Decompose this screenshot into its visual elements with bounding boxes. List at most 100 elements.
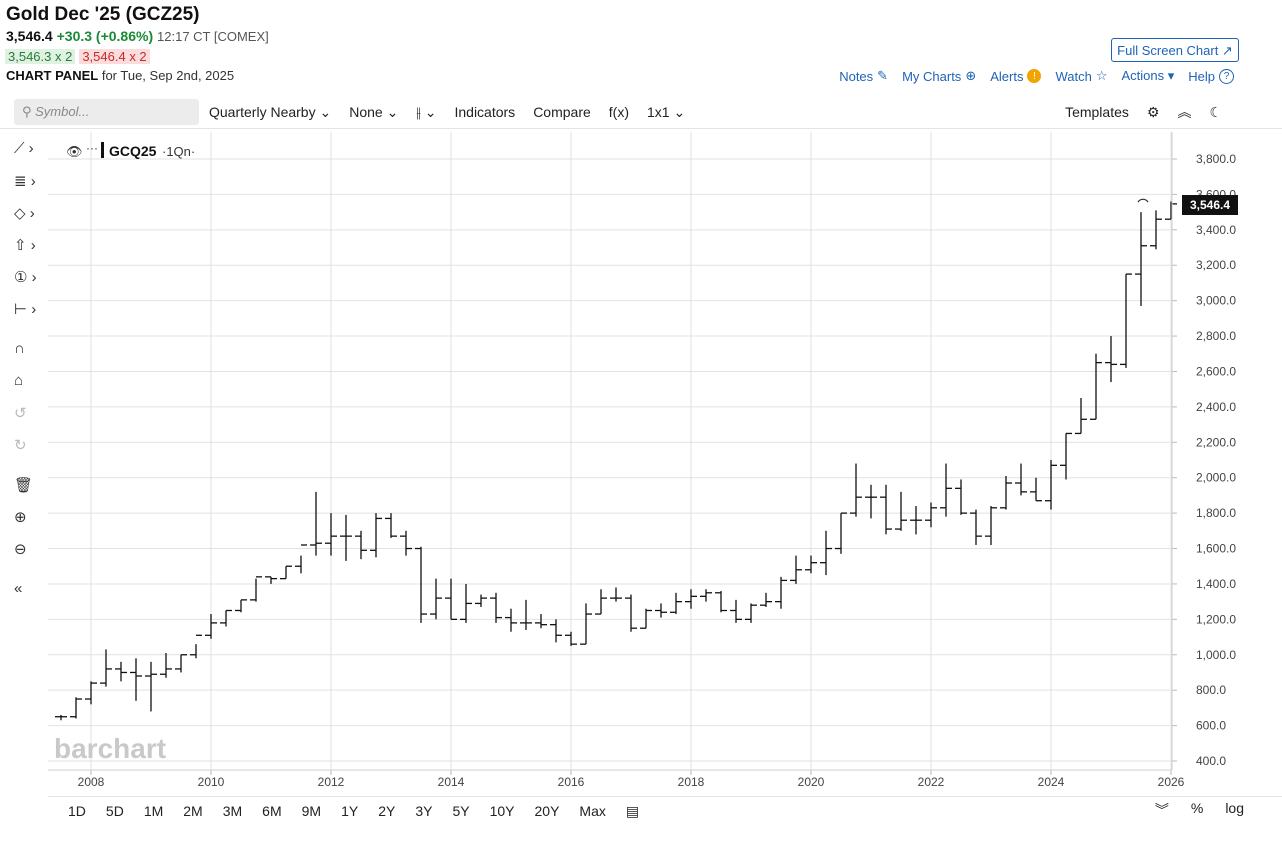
- ohlc-bar: [1075, 398, 1087, 435]
- chart-grid: [48, 132, 1172, 770]
- ohlc-bar: [670, 592, 682, 615]
- fibonacci-tool-icon[interactable]: ≣ ›: [14, 173, 36, 190]
- overlay-dropdown[interactable]: None ⌄: [349, 103, 399, 120]
- calendar-icon[interactable]: ▤: [625, 802, 640, 819]
- ohlc-bars-icon: ⫲: [416, 103, 425, 120]
- y-tick-label: 800.0: [1196, 683, 1226, 697]
- ohlc-bar: [865, 484, 877, 519]
- ohlc-bar: [70, 697, 82, 719]
- ohlc-bar: [715, 591, 727, 613]
- collapse-down-icon[interactable]: ︾: [1154, 802, 1169, 818]
- ohlc-bar: [580, 603, 592, 645]
- range-button-10y[interactable]: 10Y: [489, 803, 515, 819]
- y-tick-label: 1,400.0: [1196, 577, 1236, 591]
- ohlc-bar: [1000, 475, 1012, 510]
- range-button-3y[interactable]: 3Y: [415, 803, 433, 819]
- zoom-in-icon[interactable]: ⊕: [14, 509, 27, 526]
- actions-menu[interactable]: Actions ▾: [1121, 68, 1175, 83]
- range-button-6m[interactable]: 6M: [262, 803, 282, 819]
- ohlc-bar: [160, 652, 172, 678]
- ohlc-bar: [55, 714, 67, 721]
- bar-type-dropdown[interactable]: ⫲ ⌄: [416, 104, 436, 121]
- function-button[interactable]: f(x): [608, 104, 629, 120]
- x-tick-label: 2016: [558, 775, 585, 789]
- ohlc-bar: [895, 491, 907, 531]
- redo-icon[interactable]: ↻: [14, 437, 27, 454]
- range-button-3m[interactable]: 3M: [222, 803, 243, 819]
- shape-tool-icon[interactable]: ◇ ›: [14, 205, 35, 222]
- compare-button[interactable]: Compare: [533, 104, 591, 120]
- range-button-1y[interactable]: 1Y: [341, 803, 359, 819]
- price-axis: 400.0 600.0 800.0 1,000.0 1,200.0 1,400.0 1,60…: [1171, 132, 1236, 770]
- watch-link[interactable]: Watch ☆: [1055, 68, 1107, 84]
- undo-icon[interactable]: ↺: [14, 405, 27, 422]
- ask-value: 3,546.4 x 2: [79, 49, 150, 64]
- ohlc-bar: [340, 514, 352, 561]
- range-right-tools: ︾ % log: [1155, 800, 1244, 820]
- range-button-1m[interactable]: 1M: [143, 803, 164, 819]
- range-button-1d[interactable]: 1D: [68, 803, 86, 819]
- ohlc-bar: [295, 544, 307, 574]
- edit-icon: ✎: [877, 68, 889, 83]
- ohlc-bar: [550, 619, 562, 643]
- unlock-icon[interactable]: ⌂: [14, 372, 24, 389]
- collapse-up-icon[interactable]: ︽: [1177, 104, 1192, 120]
- ohlc-bar: [175, 654, 187, 673]
- annotation-number-icon[interactable]: ① ›: [14, 269, 37, 286]
- indicators-button[interactable]: Indicators: [454, 104, 516, 120]
- ohlc-bar: [640, 608, 652, 629]
- settings-gear-icon[interactable]: ⚙: [1146, 103, 1160, 120]
- ohlc-bar: [430, 578, 442, 620]
- templates-button[interactable]: Templates: [1065, 104, 1129, 120]
- trendline-tool-icon[interactable]: ⟋ ›: [14, 140, 34, 157]
- y-tick-label: 2,800.0: [1196, 329, 1236, 343]
- period-dropdown[interactable]: Quarterly Nearby ⌄: [209, 103, 332, 120]
- ohlc-bar: [250, 576, 262, 602]
- chart-legend: 👁 ··· GCQ25 ·1Qn·: [66, 141, 195, 160]
- percent-scale-toggle[interactable]: %: [1190, 800, 1204, 816]
- arrow-tool-icon[interactable]: ⇧ ›: [14, 237, 36, 254]
- dark-mode-moon-icon[interactable]: ☾: [1209, 103, 1222, 120]
- trash-icon[interactable]: 🗑: [14, 477, 34, 494]
- ohlc-bar: [835, 512, 847, 554]
- eye-icon: 👁: [66, 145, 83, 160]
- collapse-sidebar-icon[interactable]: «: [14, 580, 23, 597]
- ohlc-bar: [1120, 273, 1132, 368]
- range-button-20y[interactable]: 20Y: [534, 803, 560, 819]
- magnet-icon[interactable]: ∩: [14, 340, 25, 357]
- ohlc-bar: [1165, 201, 1177, 220]
- ohlc-bar: [115, 661, 127, 682]
- series-color-swatch: [101, 142, 104, 158]
- ohlc-bar: [880, 484, 892, 535]
- y-tick-label: 2,600.0: [1196, 364, 1236, 378]
- measure-tool-icon[interactable]: ⊢ ›: [14, 301, 37, 318]
- notes-link[interactable]: Notes ✎: [839, 68, 888, 84]
- alerts-link[interactable]: Alerts!: [990, 69, 1042, 84]
- x-tick-label: 2008: [78, 775, 105, 789]
- help-link[interactable]: Help?: [1188, 68, 1234, 84]
- zoom-out-icon[interactable]: ⊖: [14, 541, 27, 558]
- ohlc-bar: [970, 509, 982, 545]
- range-button-2y[interactable]: 2Y: [378, 803, 396, 819]
- quote-line: 3,546.4 +30.3 (+0.86%) 12:17 CT [COMEX]: [6, 28, 269, 44]
- layout-dropdown[interactable]: 1x1 ⌄: [647, 103, 686, 120]
- last-price: 3,546.4: [6, 28, 53, 44]
- my-charts-link[interactable]: My Charts ⊕: [902, 68, 976, 84]
- symbol-search-input[interactable]: ⚲ Symbol...: [14, 99, 199, 125]
- my-charts-label: My Charts: [902, 68, 962, 84]
- range-button-9m[interactable]: 9M: [301, 803, 322, 819]
- range-button-5y[interactable]: 5Y: [452, 803, 470, 819]
- range-button-max[interactable]: Max: [579, 803, 606, 819]
- range-button-5d[interactable]: 5D: [105, 803, 124, 819]
- y-tick-label: 2,200.0: [1196, 435, 1236, 449]
- last-price-badge: [1182, 195, 1238, 215]
- ohlc-bar: [1135, 212, 1147, 306]
- log-scale-toggle[interactable]: log: [1225, 800, 1244, 816]
- notes-link-label: Notes: [839, 68, 874, 84]
- full-screen-chart-button[interactable]: Full Screen Chart ↗: [1111, 38, 1239, 62]
- y-tick-label: 1,600.0: [1196, 542, 1236, 556]
- symbol-placeholder: Symbol...: [35, 104, 90, 119]
- y-tick-label: 1,800.0: [1196, 506, 1236, 520]
- range-button-2m[interactable]: 2M: [183, 803, 203, 819]
